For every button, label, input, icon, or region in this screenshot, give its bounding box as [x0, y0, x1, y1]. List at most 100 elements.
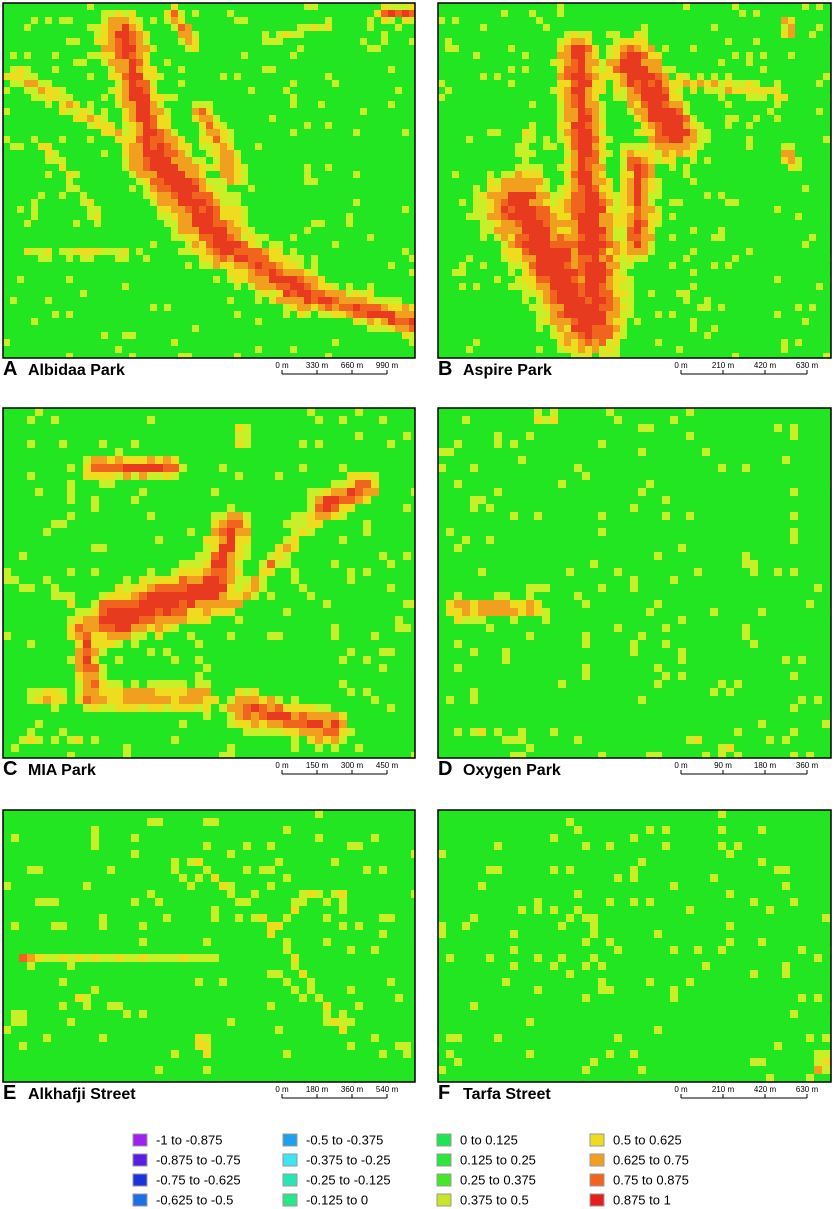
map-cell [203, 712, 211, 720]
map-cell [806, 600, 814, 608]
map-cell [203, 696, 211, 704]
map-cell [325, 283, 332, 290]
map-cell [187, 592, 195, 600]
map-cell [234, 234, 241, 241]
map-cell [379, 552, 387, 560]
map-cell [402, 206, 409, 213]
map-cell [213, 255, 220, 262]
map-cell [634, 192, 641, 199]
map-cell [478, 882, 486, 890]
map-cell [163, 456, 171, 464]
map-cell [185, 227, 192, 234]
map-cell [115, 24, 122, 31]
map-cell [411, 850, 415, 858]
map-cell [243, 576, 251, 584]
map-cell [199, 108, 206, 115]
map-cell [585, 213, 592, 220]
map-cell [758, 826, 766, 834]
map-cell [494, 129, 501, 136]
map-cell [203, 664, 211, 672]
map-cell [227, 220, 234, 227]
map-cell [66, 276, 73, 283]
map-cell [446, 528, 454, 536]
map-cell [251, 890, 259, 898]
map-cell [438, 930, 446, 938]
map-cell [550, 206, 557, 213]
map-cell [655, 339, 662, 346]
map-cell [690, 143, 697, 150]
map-cell [227, 150, 234, 157]
map-cell [564, 178, 571, 185]
map-cell [557, 52, 564, 59]
map-cell [291, 576, 299, 584]
map-cell [557, 290, 564, 297]
map-cell [31, 17, 38, 24]
map-cell [187, 600, 195, 608]
map-cell [582, 600, 590, 608]
map-cell [590, 1058, 598, 1066]
map-cell [486, 608, 494, 616]
map-cell [781, 17, 788, 24]
map-cell [543, 220, 550, 227]
map-cell [262, 269, 269, 276]
map-cell [683, 108, 690, 115]
map-cell [494, 592, 502, 600]
map-cell [454, 480, 462, 488]
map-cell [564, 276, 571, 283]
map-cell [630, 1050, 638, 1058]
map-cell [66, 38, 73, 45]
map-cell [129, 94, 136, 101]
map-cell [704, 129, 711, 136]
map-cell [454, 608, 462, 616]
map-cell [304, 122, 311, 129]
map-cell [164, 185, 171, 192]
map-cell [311, 262, 318, 269]
map-cell [131, 464, 139, 472]
map-cell [178, 227, 185, 234]
map-cell [571, 339, 578, 346]
map-cell [564, 325, 571, 332]
map-cell [564, 290, 571, 297]
map-cell [187, 688, 195, 696]
map-cell [557, 108, 564, 115]
map-cell [648, 108, 655, 115]
map-cell [411, 600, 415, 608]
map-cell [534, 986, 542, 994]
map-cell [185, 38, 192, 45]
map-cell [243, 688, 251, 696]
map-cell [654, 930, 662, 938]
map-cell [487, 213, 494, 220]
map-cell [634, 171, 641, 178]
map-cell [578, 45, 585, 52]
map-cell [51, 922, 59, 930]
map-cell [620, 262, 627, 269]
map-cell [690, 157, 697, 164]
map-cell [219, 552, 227, 560]
map-cell [571, 136, 578, 143]
map-cell [534, 584, 542, 592]
map-cell [139, 616, 147, 624]
map-cell [136, 115, 143, 122]
map-cell [262, 255, 269, 262]
map-cell [304, 283, 311, 290]
map-cell [557, 346, 564, 353]
map-cell [478, 608, 486, 616]
map-cell [470, 464, 478, 472]
map-cell [816, 3, 823, 10]
map-cell [171, 17, 178, 24]
map-cell [627, 52, 634, 59]
map-cell [462, 416, 470, 424]
map-cell [641, 66, 648, 73]
scale-label: 450 m [376, 761, 399, 770]
map-cell [323, 898, 331, 906]
map-cell [620, 73, 627, 80]
map-cell [171, 178, 178, 185]
map-cell [550, 283, 557, 290]
map-cell [606, 842, 614, 850]
map-cell [718, 826, 726, 834]
map-cell [269, 290, 276, 297]
map-cell [80, 115, 87, 122]
map-cell [255, 276, 262, 283]
map-cell [101, 10, 108, 17]
map-cell [297, 269, 304, 276]
